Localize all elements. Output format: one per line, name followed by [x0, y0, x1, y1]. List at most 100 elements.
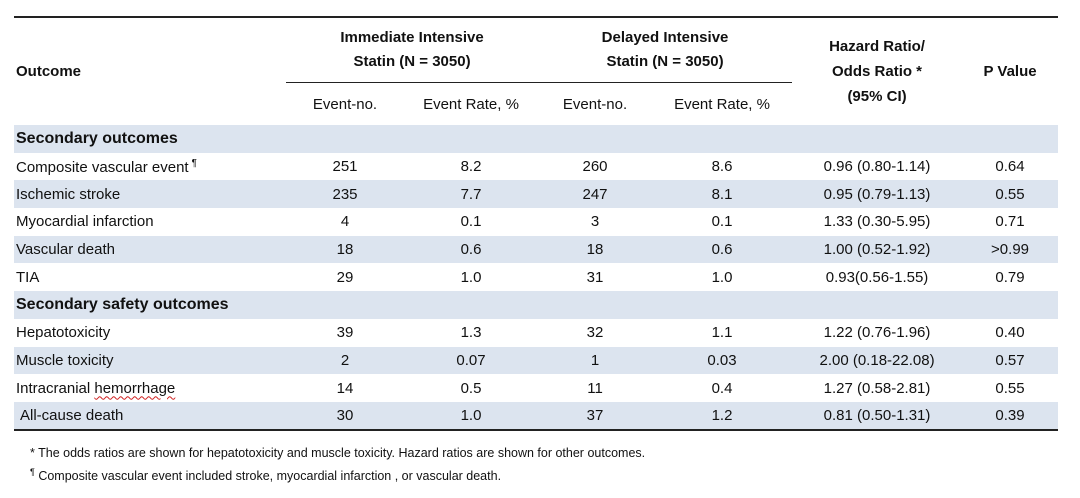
- cell-pvalue: 0.55: [995, 379, 1025, 397]
- cell-ratio: 0.96 (0.80-1.14): [823, 158, 931, 176]
- header-pvalue: P Value: [983, 63, 1037, 80]
- cell-event-no-2: 1: [538, 346, 653, 375]
- table-row: Muscle toxicity 2 0.07 1 0.03 2.00 (0.18…: [14, 346, 1059, 375]
- cell-ratio: 1.27 (0.58-2.81): [823, 379, 931, 397]
- cell-event-rate-1: 8.2: [460, 158, 482, 176]
- cell-event-no-2: 18: [538, 235, 653, 264]
- cell-pvalue: 0.79: [995, 268, 1025, 286]
- table-row: All-cause death 30 1.0 37 1.2 0.81 (0.50…: [14, 401, 1059, 430]
- header-ratio-line3: (95% CI): [847, 88, 907, 105]
- row-label: Hepatotoxicity: [16, 324, 111, 342]
- header-outcome: Outcome: [16, 63, 82, 80]
- header-row-2: Event-no. Event Rate, % Event-no. Event …: [14, 83, 1058, 126]
- table-row: Intracranial hemorrhage 14 0.5 11 0.4 1.…: [14, 374, 1058, 402]
- cell-event-rate-2: 1.0: [711, 268, 733, 286]
- table-row: Hepatotoxicity 39 1.3 32 1.1 1.22 (0.76-…: [14, 319, 1058, 347]
- cell-event-no-2: 32: [586, 324, 604, 342]
- cell-event-no-2: 247: [538, 180, 653, 209]
- cell-event-rate-1: 0.5: [460, 379, 482, 397]
- cell-event-no-2: 3: [590, 213, 600, 231]
- cell-event-rate-1: 7.7: [404, 180, 539, 209]
- cell-ratio: 0.81 (0.50-1.31): [792, 401, 963, 430]
- cell-event-no-1: 251: [332, 158, 358, 176]
- table-row: TIA 29 1.0 31 1.0 0.93(0.56-1.55) 0.79: [14, 263, 1058, 291]
- cell-event-no-2: 31: [586, 268, 604, 286]
- table-row: Ischemic stroke 235 7.7 247 8.1 0.95 (0.…: [14, 180, 1059, 209]
- cell-event-rate-1: 1.3: [460, 324, 482, 342]
- cell-pvalue: 0.39: [962, 401, 1059, 430]
- cell-pvalue: 0.40: [995, 324, 1025, 342]
- cell-ratio: 1.00 (0.52-1.92): [792, 235, 963, 264]
- table-row: Myocardial infarction 4 0.1 3 0.1 1.33 (…: [14, 208, 1058, 236]
- row-label: Intracranial hemorrhage: [16, 379, 176, 397]
- row-label: Muscle toxicity: [14, 346, 286, 375]
- cell-event-rate-2: 0.03: [652, 346, 793, 375]
- spellcheck-flagged-word: hemorrhage: [94, 379, 176, 397]
- footnote-odds-ratio: * The odds ratios are shown for hepatoto…: [30, 446, 646, 460]
- cell-ratio: 1.22 (0.76-1.96): [823, 324, 931, 342]
- cell-event-no-1: 235: [286, 180, 404, 209]
- footnote-composite: ¶ Composite vascular event included stro…: [30, 467, 502, 484]
- cell-event-rate-2: 0.1: [711, 213, 733, 231]
- header-immediate-group: Immediate Intensive Statin (N = 3050): [286, 17, 539, 83]
- header-ratio-line1: Hazard Ratio/: [829, 38, 925, 55]
- cell-ratio: 0.95 (0.79-1.13): [792, 180, 963, 209]
- pilcrow-mark: ¶: [30, 467, 35, 477]
- cell-event-no-1: 4: [340, 213, 350, 231]
- cell-event-rate-1: 0.6: [404, 235, 539, 264]
- cell-event-rate-2: 8.6: [711, 158, 733, 176]
- row-label: Ischemic stroke: [14, 180, 286, 209]
- cell-event-no-1: 29: [336, 268, 354, 286]
- header-event-no-2: Event-no.: [562, 95, 628, 113]
- header-event-rate-1: Event Rate, %: [423, 95, 519, 113]
- cell-event-no-1: 14: [336, 379, 354, 397]
- header-immediate-line1: Immediate Intensive: [340, 29, 484, 46]
- cell-event-rate-2: 1.2: [652, 401, 793, 430]
- cell-pvalue: 0.64: [995, 158, 1025, 176]
- cell-ratio: 0.93(0.56-1.55): [825, 268, 929, 286]
- cell-event-rate-2: 0.4: [711, 379, 733, 397]
- section-row-safety: Secondary safety outcomes: [14, 291, 1059, 319]
- header-delayed-line2: Statin (N = 3050): [606, 53, 724, 70]
- cell-event-rate-1: 1.0: [404, 401, 539, 430]
- outcomes-table: Outcome Immediate Intensive Statin (N = …: [14, 16, 1059, 431]
- pilcrow-mark: ¶: [191, 157, 197, 169]
- section-row-secondary: Secondary outcomes: [14, 125, 1059, 153]
- row-label: TIA: [16, 268, 40, 286]
- cell-event-no-1: 30: [286, 401, 404, 430]
- cell-event-rate-1: 1.0: [460, 268, 482, 286]
- cell-event-no-2: 260: [582, 158, 608, 176]
- table-row: Composite vascular event ¶ 251 8.2 260 8.…: [14, 153, 1058, 181]
- row-label: Vascular death: [14, 235, 286, 264]
- cell-event-rate-2: 0.6: [652, 235, 793, 264]
- row-label: Myocardial infarction: [16, 213, 154, 231]
- cell-event-no-1: 2: [286, 346, 404, 375]
- cell-event-no-1: 39: [336, 324, 354, 342]
- cell-event-rate-2: 1.1: [711, 324, 733, 342]
- cell-event-rate-2: 8.1: [652, 180, 793, 209]
- cell-event-no-2: 11: [587, 379, 603, 397]
- table-row: Vascular death 18 0.6 18 0.6 1.00 (0.52-…: [14, 235, 1059, 264]
- header-event-rate-2: Event Rate, %: [674, 95, 770, 113]
- header-event-no-1: Event-no.: [312, 95, 378, 113]
- cell-pvalue: 0.57: [962, 346, 1059, 375]
- header-ratio-line2: Odds Ratio *: [832, 63, 923, 80]
- section-title: Secondary safety outcomes: [14, 291, 1059, 319]
- cell-event-no-2: 37: [538, 401, 653, 430]
- table-body: Secondary outcomes Composite vascular ev…: [14, 125, 1059, 430]
- header-delayed-group: Delayed Intensive Statin (N = 3050): [538, 17, 793, 83]
- footnotes: * The odds ratios are shown for hepatoto…: [30, 444, 645, 486]
- cell-event-rate-1: 0.1: [460, 213, 482, 231]
- cell-pvalue: >0.99: [962, 235, 1059, 264]
- cell-pvalue: 0.71: [995, 213, 1025, 231]
- section-title: Secondary outcomes: [14, 125, 1059, 153]
- cell-event-rate-1: 0.07: [404, 346, 539, 375]
- cell-ratio: 1.33 (0.30-5.95): [823, 213, 931, 231]
- cell-ratio: 2.00 (0.18-22.08): [792, 346, 963, 375]
- row-label: All-cause death: [14, 401, 286, 430]
- header-row-1: Outcome Immediate Intensive Statin (N = …: [14, 17, 1059, 105]
- cell-event-no-1: 18: [286, 235, 404, 264]
- header-ratio: Hazard Ratio/ Odds Ratio * (95% CI): [792, 17, 962, 125]
- header-immediate-line2: Statin (N = 3050): [353, 53, 471, 70]
